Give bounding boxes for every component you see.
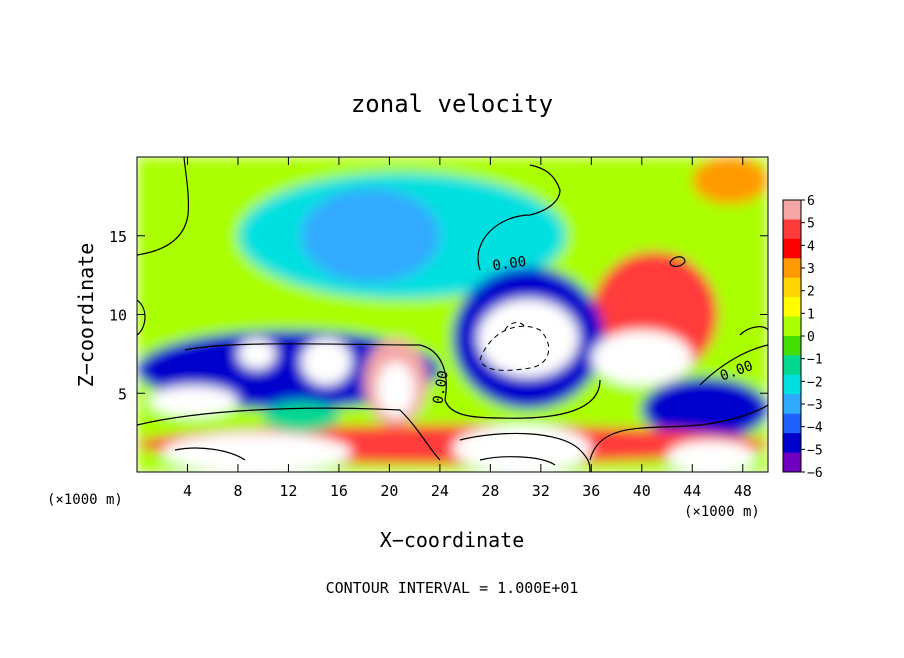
colorbar-tick-label: 0 bbox=[807, 330, 815, 345]
contour-line bbox=[589, 404, 768, 461]
colorbar-segment bbox=[783, 355, 801, 376]
colorbar-tick-label: −1 bbox=[807, 353, 823, 368]
contour-line bbox=[479, 456, 556, 466]
x-tick-label: 48 bbox=[734, 482, 752, 500]
y-tick-label: 10 bbox=[109, 307, 127, 325]
y-tick-label: 15 bbox=[109, 228, 127, 246]
field-region bbox=[376, 361, 415, 417]
colorbar-tick-label: −2 bbox=[807, 375, 823, 390]
zero-contours bbox=[137, 157, 768, 472]
contour-line bbox=[477, 164, 561, 271]
contour-line bbox=[459, 432, 591, 472]
field-region bbox=[591, 330, 693, 386]
x-tick-label: 12 bbox=[279, 482, 297, 500]
colorbar-segment bbox=[783, 336, 801, 356]
field-region bbox=[237, 338, 276, 370]
x-tick-label: 40 bbox=[633, 482, 651, 500]
colorbar-segment bbox=[783, 394, 801, 415]
x-tick-label: 24 bbox=[431, 482, 449, 500]
colorbar-segment bbox=[783, 374, 801, 395]
contour-interval-note: CONTOUR INTERVAL = 1.000E+01 bbox=[326, 579, 579, 597]
colorbar-tick-label: −3 bbox=[807, 398, 823, 413]
field-region bbox=[667, 440, 756, 472]
field-region bbox=[263, 401, 339, 433]
y-axis-label: Z−coordinate bbox=[74, 243, 98, 388]
colorbar-segment bbox=[783, 200, 801, 220]
field-region bbox=[162, 432, 352, 472]
contour-label-2: 0.00 bbox=[430, 369, 452, 405]
negative-contour-line bbox=[504, 322, 526, 331]
contour-line bbox=[137, 407, 441, 461]
field-region bbox=[149, 385, 238, 417]
colorbar-segment bbox=[783, 258, 801, 279]
colorbar-segment bbox=[783, 316, 801, 337]
field-region bbox=[452, 424, 592, 472]
x-tick-label: 28 bbox=[481, 482, 499, 500]
field-region bbox=[301, 338, 352, 386]
y-axis: 5 10 15 bbox=[109, 228, 768, 403]
field-region bbox=[692, 157, 768, 205]
colorbar-segment bbox=[783, 238, 801, 259]
contour-line bbox=[137, 157, 190, 256]
velocity-field bbox=[137, 157, 768, 472]
contour-line bbox=[137, 299, 146, 336]
colorbar-segment bbox=[783, 433, 801, 454]
x-axis-label: X−coordinate bbox=[380, 528, 525, 552]
colorbar-segment bbox=[783, 452, 801, 473]
colorbar: 6 5 4 3 2 1 0 −1 −2 −3 −4 −5 −6 bbox=[782, 194, 823, 481]
colorbar-segment bbox=[783, 219, 801, 240]
chart-title: zonal velocity bbox=[351, 90, 553, 118]
field-region bbox=[477, 298, 579, 378]
colorbar-tick-label: 4 bbox=[807, 239, 815, 254]
x-axis: 4 8 12 16 20 24 28 32 36 40 44 48 bbox=[183, 157, 752, 500]
x-tick-label: 20 bbox=[380, 482, 398, 500]
plot-area bbox=[137, 157, 768, 472]
x-tick-label: 16 bbox=[330, 482, 348, 500]
x-tick-label: 44 bbox=[683, 482, 701, 500]
x-tick-label: 36 bbox=[582, 482, 600, 500]
x-tick-label: 32 bbox=[532, 482, 550, 500]
colorbar-tick-label: 5 bbox=[807, 217, 815, 232]
y-tick-label: 5 bbox=[118, 385, 127, 403]
colorbar-tick-label: −6 bbox=[807, 466, 823, 481]
colorbar-tick-label: 6 bbox=[807, 194, 815, 209]
colorbar-tick-label: 2 bbox=[807, 285, 815, 300]
contour-label-1: 0.00 bbox=[492, 254, 528, 275]
colorbar-segment bbox=[783, 413, 801, 434]
contour-line bbox=[699, 344, 768, 386]
colorbar-tick-label: −4 bbox=[807, 421, 823, 436]
x-tick-label: 4 bbox=[183, 482, 192, 500]
contour-line bbox=[739, 326, 768, 336]
x-unit-right: (×1000 m) bbox=[684, 504, 760, 520]
contour-line bbox=[669, 256, 686, 268]
x-unit-left: (×1000 m) bbox=[47, 492, 123, 508]
field-region bbox=[301, 188, 440, 283]
negative-contour-line bbox=[479, 325, 550, 371]
contour-line bbox=[184, 343, 601, 419]
colorbar-tick-label: 3 bbox=[807, 262, 815, 277]
field-region bbox=[641, 377, 768, 441]
x-tick-label: 8 bbox=[233, 482, 242, 500]
colorbar-segment bbox=[783, 297, 801, 318]
colorbar-segment bbox=[783, 277, 801, 298]
colorbar-tick-label: −5 bbox=[807, 443, 823, 458]
contour-line bbox=[174, 447, 246, 461]
colorbar-tick-label: 1 bbox=[807, 307, 815, 322]
